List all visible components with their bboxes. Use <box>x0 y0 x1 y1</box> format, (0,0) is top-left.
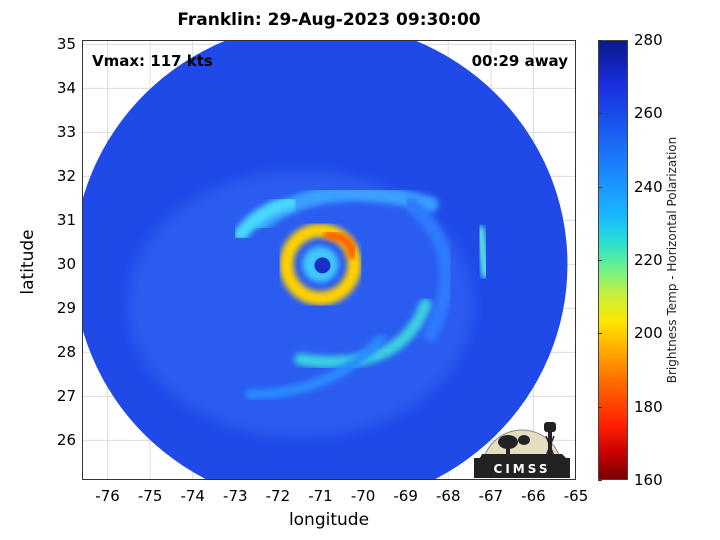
x-tick-label: -74 <box>180 487 205 505</box>
colorbar-tick-label: 180 <box>634 397 663 416</box>
y-tick-label: 32 <box>56 167 76 186</box>
colorbar-tick-label: 200 <box>634 324 663 343</box>
vmax-annotation: Vmax: 117 kts <box>92 52 213 70</box>
x-tick-label: -70 <box>350 487 376 505</box>
y-tick-label: 27 <box>56 387 76 406</box>
rain-shield <box>127 171 474 438</box>
y-tick-label: 31 <box>56 211 76 230</box>
x-tick-label: -71 <box>308 487 333 505</box>
y-tick-label: 29 <box>56 299 76 318</box>
colorbar-label: Brightness Temp - Horizontal Polarizatio… <box>665 136 679 384</box>
rain-band <box>476 225 490 279</box>
x-tick-label: -69 <box>393 487 418 505</box>
logo-text: CIMSS <box>494 462 551 476</box>
y-tick-label: 30 <box>56 255 76 274</box>
rain-band <box>294 298 432 369</box>
cimss-logo: CIMSS <box>474 422 570 478</box>
chart-title: Franklin: 29-Aug-2023 09:30:00 <box>177 10 481 30</box>
colorbar-tick-mark <box>598 406 602 408</box>
y-tick-label: 35 <box>56 35 76 54</box>
colorbar-tick-label: 160 <box>634 471 663 489</box>
colorbar-tick-mark <box>598 186 602 188</box>
colorbar-tick-mark <box>598 260 602 261</box>
colorbar-tick-label: 280 <box>634 31 663 49</box>
map-plot-area <box>73 21 577 507</box>
x-tick-label: -72 <box>265 487 291 505</box>
microwave-image <box>73 21 577 507</box>
x-tick-label: -73 <box>223 487 248 505</box>
colorbar-tick-mark <box>598 480 602 481</box>
x-tick-label: -75 <box>137 487 163 505</box>
x-tick-label: -65 <box>563 487 589 505</box>
colorbar-tick-mark <box>598 113 602 115</box>
colorbar-tick-mark <box>598 333 602 335</box>
x-axis-label: longitude <box>288 510 370 530</box>
rain-band <box>403 197 454 342</box>
rain-band <box>233 195 298 242</box>
time-offset-annotation: 00:29 away <box>471 52 568 70</box>
y-tick-label: 33 <box>56 123 76 142</box>
x-tick-label: -67 <box>478 487 504 505</box>
plot-frame <box>82 40 576 480</box>
rain-band <box>245 334 386 400</box>
x-tick-label: -76 <box>95 487 120 505</box>
colorbar <box>598 40 628 480</box>
storm-eye <box>314 257 331 274</box>
y-axis-label: latitude <box>18 229 38 295</box>
colorbar-tick-label: 220 <box>634 251 663 269</box>
y-tick-label: 28 <box>56 343 76 362</box>
eyewall <box>279 223 362 306</box>
colorbar-tick-mark <box>598 40 602 41</box>
y-tick-label: 26 <box>56 431 76 450</box>
x-tick-label: -68 <box>435 487 461 505</box>
colorbar-tick-label: 260 <box>634 104 663 123</box>
colorbar-tick-label: 240 <box>634 177 663 196</box>
y-tick-label: 34 <box>56 79 76 98</box>
eyewall-core <box>324 229 357 259</box>
satellite-swath <box>73 21 568 507</box>
x-tick-label: -66 <box>521 487 546 505</box>
